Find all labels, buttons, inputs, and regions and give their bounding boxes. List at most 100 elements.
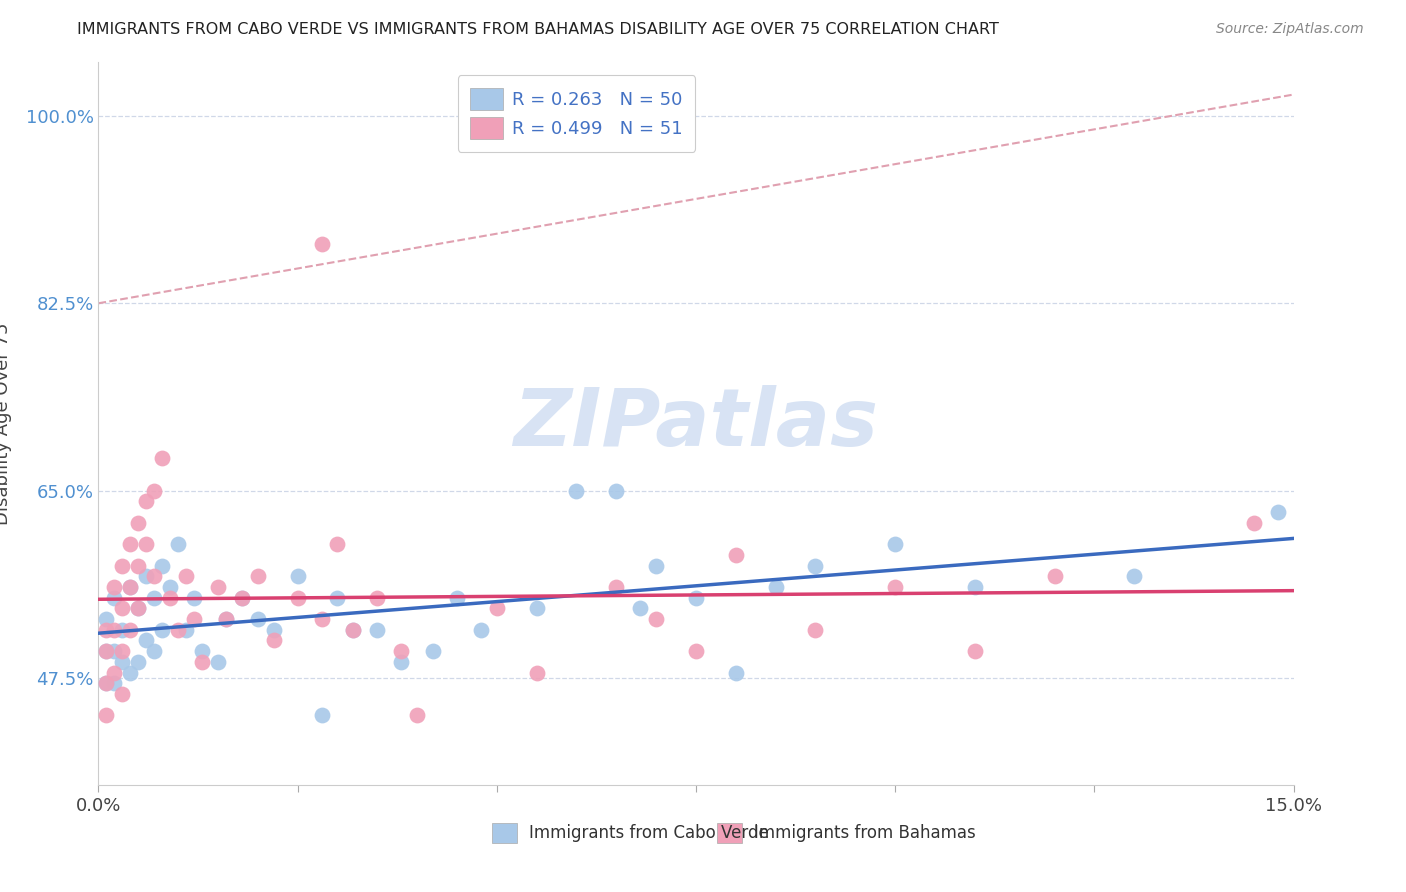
- Point: [127, 558, 149, 573]
- Point: [311, 708, 333, 723]
- Point: [183, 591, 205, 605]
- Text: Immigrants from Bahamas: Immigrants from Bahamas: [754, 824, 976, 842]
- Bar: [717, 823, 742, 843]
- Point: [127, 655, 149, 669]
- Point: [685, 591, 707, 605]
- Point: [135, 633, 157, 648]
- Point: [1243, 516, 1265, 530]
- Point: [765, 580, 787, 594]
- Point: [628, 601, 651, 615]
- Point: [183, 612, 205, 626]
- Text: ZIPatlas: ZIPatlas: [513, 384, 879, 463]
- Point: [231, 591, 253, 605]
- Point: [645, 612, 668, 626]
- Y-axis label: Disability Age Over 75: Disability Age Over 75: [0, 322, 11, 525]
- Point: [111, 558, 134, 573]
- Point: [159, 591, 181, 605]
- Point: [96, 612, 118, 626]
- Point: [685, 644, 707, 658]
- Point: [120, 537, 142, 551]
- Point: [111, 655, 134, 669]
- Point: [963, 644, 986, 658]
- Point: [1267, 505, 1289, 519]
- Point: [526, 601, 548, 615]
- Point: [246, 612, 269, 626]
- Point: [311, 612, 333, 626]
- Point: [103, 665, 125, 680]
- Point: [96, 676, 118, 690]
- Point: [191, 655, 214, 669]
- Point: [605, 580, 627, 594]
- Point: [150, 451, 173, 466]
- Point: [103, 623, 125, 637]
- Point: [96, 708, 118, 723]
- Point: [605, 483, 627, 498]
- Point: [884, 580, 907, 594]
- Point: [120, 580, 142, 594]
- Point: [120, 623, 142, 637]
- Point: [366, 623, 388, 637]
- Point: [963, 580, 986, 594]
- Point: [287, 569, 309, 583]
- Point: [120, 665, 142, 680]
- Point: [96, 644, 118, 658]
- Text: Immigrants from Cabo Verde: Immigrants from Cabo Verde: [529, 824, 769, 842]
- Point: [96, 623, 118, 637]
- Point: [103, 580, 125, 594]
- Point: [111, 687, 134, 701]
- Point: [326, 591, 349, 605]
- Point: [111, 623, 134, 637]
- Point: [389, 655, 412, 669]
- Bar: [492, 823, 517, 843]
- Point: [127, 516, 149, 530]
- Point: [724, 548, 747, 562]
- Point: [150, 623, 173, 637]
- Point: [143, 644, 166, 658]
- Point: [96, 644, 118, 658]
- Point: [645, 558, 668, 573]
- Point: [135, 537, 157, 551]
- Legend: R = 0.263   N = 50, R = 0.499   N = 51: R = 0.263 N = 50, R = 0.499 N = 51: [458, 75, 695, 152]
- Point: [143, 569, 166, 583]
- Point: [287, 591, 309, 605]
- Point: [191, 644, 214, 658]
- Point: [1043, 569, 1066, 583]
- Point: [406, 708, 429, 723]
- Point: [103, 591, 125, 605]
- Point: [111, 601, 134, 615]
- Point: [174, 623, 197, 637]
- Point: [389, 644, 412, 658]
- Point: [246, 569, 269, 583]
- Point: [120, 580, 142, 594]
- Point: [485, 601, 508, 615]
- Point: [565, 483, 588, 498]
- Point: [263, 623, 285, 637]
- Point: [207, 580, 229, 594]
- Point: [884, 537, 907, 551]
- Text: Source: ZipAtlas.com: Source: ZipAtlas.com: [1216, 22, 1364, 37]
- Point: [159, 580, 181, 594]
- Point: [174, 569, 197, 583]
- Point: [526, 665, 548, 680]
- Point: [103, 644, 125, 658]
- Point: [150, 558, 173, 573]
- Point: [127, 601, 149, 615]
- Point: [231, 591, 253, 605]
- Point: [342, 623, 364, 637]
- Point: [103, 676, 125, 690]
- Point: [446, 591, 468, 605]
- Point: [96, 676, 118, 690]
- Point: [804, 558, 827, 573]
- Point: [422, 644, 444, 658]
- Point: [135, 569, 157, 583]
- Text: IMMIGRANTS FROM CABO VERDE VS IMMIGRANTS FROM BAHAMAS DISABILITY AGE OVER 75 COR: IMMIGRANTS FROM CABO VERDE VS IMMIGRANTS…: [77, 22, 1000, 37]
- Point: [143, 483, 166, 498]
- Point: [215, 612, 238, 626]
- Point: [135, 494, 157, 508]
- Point: [167, 537, 190, 551]
- Point: [207, 655, 229, 669]
- Point: [111, 644, 134, 658]
- Point: [724, 665, 747, 680]
- Point: [1123, 569, 1146, 583]
- Point: [167, 623, 190, 637]
